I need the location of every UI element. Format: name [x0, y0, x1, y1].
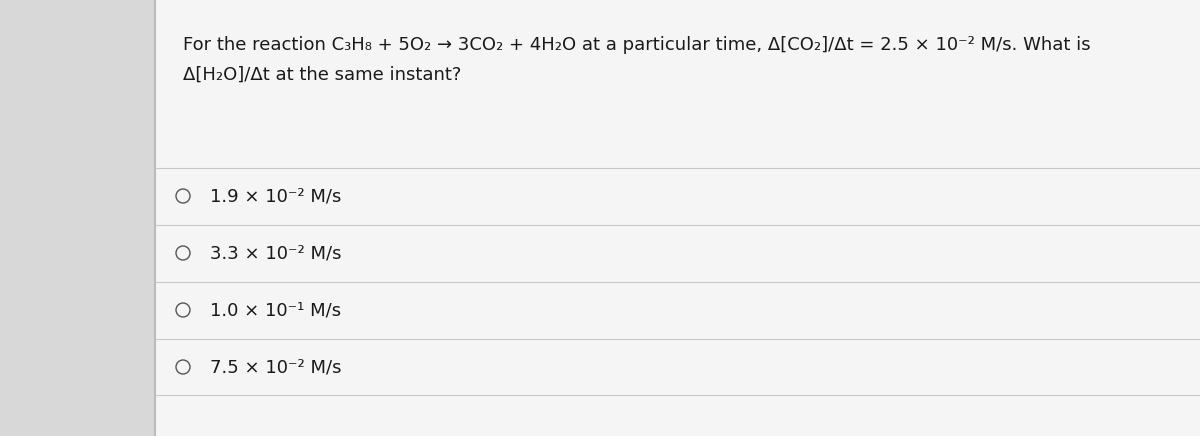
Text: For the reaction C₃H₈ + 5O₂ → 3CO₂ + 4H₂O at a particular time, Δ[CO₂]/Δt = 2.5 : For the reaction C₃H₈ + 5O₂ → 3CO₂ + 4H₂… — [182, 36, 1091, 54]
Text: 7.5 × 10⁻² M/s: 7.5 × 10⁻² M/s — [210, 358, 342, 376]
Text: 3.3 × 10⁻² M/s: 3.3 × 10⁻² M/s — [210, 244, 342, 262]
Text: 1.0 × 10⁻¹ M/s: 1.0 × 10⁻¹ M/s — [210, 301, 341, 319]
Bar — [155, 0, 1200, 436]
Text: 1.9 × 10⁻² M/s: 1.9 × 10⁻² M/s — [210, 187, 341, 205]
Text: Δ[H₂O]/Δt at the same instant?: Δ[H₂O]/Δt at the same instant? — [182, 66, 461, 84]
